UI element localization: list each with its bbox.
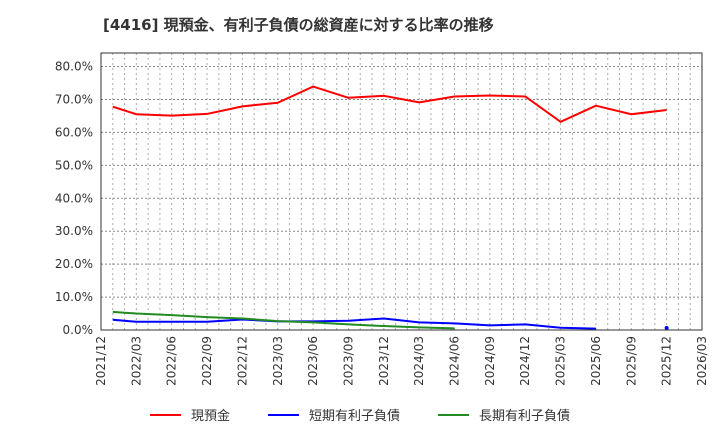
x-tick-label: 2024/12 (518, 336, 532, 386)
legend-item-long-debt: 長期有利子負債 (438, 405, 570, 424)
x-tick-label: 2022/03 (129, 336, 143, 386)
x-tick-label: 2024/03 (412, 336, 426, 386)
cash-line (112, 85, 667, 123)
legend-item-short-debt: 短期有利子負債 (267, 405, 400, 424)
x-tick-label: 2023/12 (377, 336, 391, 386)
legend-swatch-long-debt (438, 413, 469, 416)
x-tick-label: 2026/03 (695, 336, 709, 386)
y-tick-label: 20.0% (55, 257, 93, 271)
x-tick-label: 2022/12 (235, 336, 249, 386)
x-tick-label: 2022/06 (165, 336, 179, 386)
short-debt-line (112, 317, 596, 330)
legend-swatch-cash (149, 413, 181, 416)
x-tick-label: 2023/09 (341, 336, 355, 386)
legend-label-cash: 現預金 (190, 409, 230, 424)
legend-label-long-debt: 長期有利子負債 (479, 409, 571, 424)
legend-swatch-short-debt (267, 413, 299, 416)
y-tick-label: 80.0% (55, 60, 93, 74)
legend: 現預金 短期有利子負債 長期有利子負債 (0, 405, 720, 424)
grid-lines (101, 53, 702, 330)
x-tick-label: 2025/03 (554, 336, 568, 386)
y-tick-label: 40.0% (55, 191, 93, 205)
y-tick-label: 0.0% (63, 323, 94, 337)
x-tick-label: 2024/09 (483, 336, 497, 386)
x-tick-label: 2023/06 (306, 336, 320, 386)
x-tick-label: 2025/06 (589, 336, 603, 386)
y-tick-label: 60.0% (55, 125, 93, 139)
legend-item-cash: 現預金 (149, 405, 230, 424)
x-tick-label: 2023/03 (271, 336, 285, 386)
legend-label-short-debt: 短期有利子負債 (308, 409, 400, 424)
y-tick-label: 30.0% (55, 224, 93, 238)
chart-title: [4416] 現預金、有利子負債の総資産に対する比率の推移 (103, 16, 494, 34)
plot-frame (100, 52, 703, 331)
data-series (112, 85, 669, 331)
short-debt-line-point (664, 326, 669, 331)
x-tick-label: 2025/12 (660, 336, 674, 386)
x-tick-label: 2024/06 (448, 336, 462, 386)
y-tick-label: 10.0% (55, 290, 93, 304)
x-tick-label: 2022/09 (200, 336, 214, 386)
long-debt-line (112, 310, 455, 330)
x-tick-label: 2025/09 (624, 336, 638, 386)
x-tick-label: 2021/12 (94, 336, 108, 386)
x-axis-ticks: 2021/12 2022/03 2022/06 2022/09 2022/12 2023/… (94, 336, 709, 386)
y-tick-label: 70.0% (55, 92, 93, 106)
y-axis-ticks: 0.0% 10.0% 20.0% 30.0% 40.0% 50.0% 60.0% 70.0% 8… (55, 60, 93, 338)
y-tick-label: 50.0% (55, 158, 93, 172)
